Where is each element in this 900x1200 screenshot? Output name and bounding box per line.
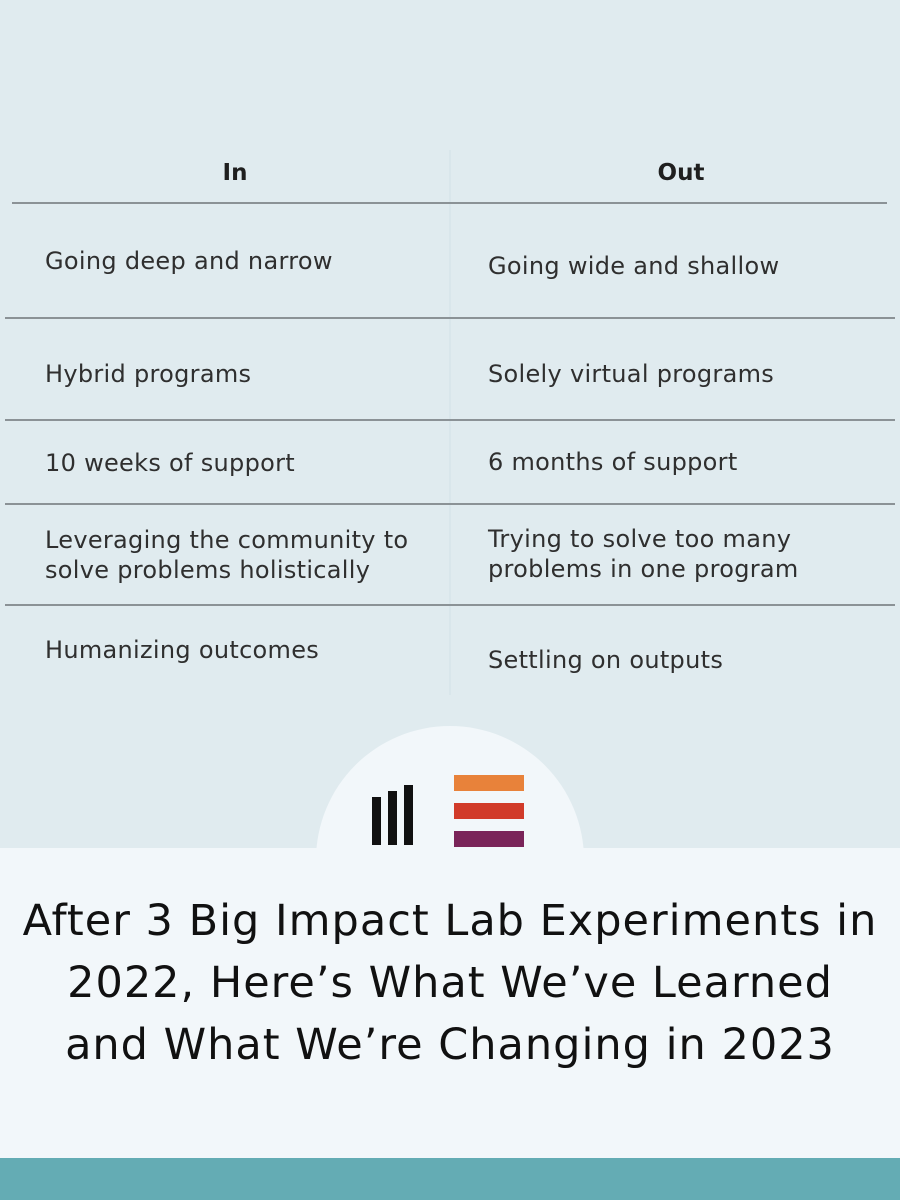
row-3-in: 10 weeks of support [45,449,295,477]
logo-stripe-orange [454,775,524,791]
row-4-in: Leveraging the community to solve proble… [45,526,409,584]
logo-stripe-red [454,803,524,819]
brand-logo-icon [372,775,524,847]
row-divider [5,503,895,505]
logo-bar-short [372,797,381,845]
row-divider [5,604,895,606]
column-divider [449,150,451,695]
header-divider [12,202,887,204]
logo-bar-tall [404,785,413,845]
row-2-in: Hybrid programs [45,360,252,388]
row-4-out: Trying to solve too many problems in one… [488,525,799,583]
row-5-in: Humanizing outcomes [45,636,320,664]
row-5-out: Settling on outputs [488,646,724,674]
logo-bar-medium [388,791,397,845]
row-divider [5,317,895,319]
logo-stripe-purple [454,831,524,847]
header-out: Out [657,160,705,186]
row-1-out: Going wide and shallow [488,252,780,280]
header-in: In [222,160,248,186]
headline: After 3 Big Impact Lab Experiments in 20… [22,896,878,1070]
footer-bar [0,1158,900,1200]
row-2-out: Solely virtual programs [488,360,775,388]
headline-panel [0,848,900,1158]
row-3-out: 6 months of support [488,448,738,476]
row-1-in: Going deep and narrow [45,247,333,275]
row-divider [5,419,895,421]
